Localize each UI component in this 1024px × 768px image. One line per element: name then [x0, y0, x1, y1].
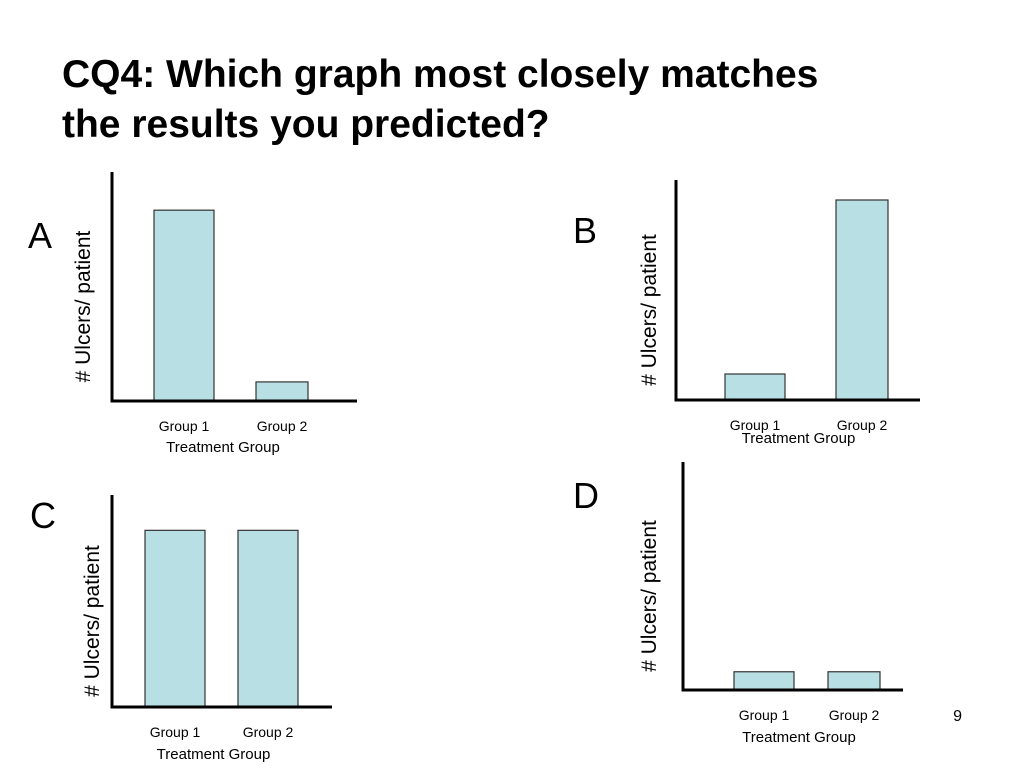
title-line-2: the results you predicted? [62, 103, 550, 146]
y-axis-label-a: # Ulcers/ patient [72, 230, 95, 382]
x-axis-label-d: Treatment Group [742, 729, 856, 746]
slide-title: CQ4: Which graph most closely matches th… [62, 50, 982, 150]
page-number: 9 [953, 708, 962, 725]
tick-label-b-2: Group 2 [837, 417, 888, 433]
title-line-1: CQ4: Which graph most closely matches [62, 53, 819, 96]
x-axis-label-a: Treatment Group [166, 439, 280, 456]
bar-c-2 [237, 529, 299, 708]
tick-label-c-2: Group 2 [243, 724, 294, 740]
bar-d-2 [827, 671, 881, 691]
bar-c-1 [144, 529, 206, 708]
tick-label-c-1: Group 1 [150, 724, 201, 740]
x-axis-label-b: Treatment Group [742, 430, 856, 447]
tick-label-a-1: Group 1 [159, 418, 210, 434]
bar-d-1 [733, 671, 795, 691]
x-axis-label-c: Treatment Group [157, 746, 271, 763]
bar-a-1 [153, 209, 215, 402]
tick-label-b-1: Group 1 [730, 417, 781, 433]
panel-label-b: B [573, 210, 598, 251]
tick-label-a-2: Group 2 [257, 418, 308, 434]
panel-label-d: D [573, 475, 599, 516]
y-axis-label-c: # Ulcers/ patient [81, 545, 104, 697]
bar-b-1 [724, 373, 786, 401]
panel-label-a: A [28, 215, 53, 256]
tick-label-d-2: Group 2 [829, 707, 880, 723]
tick-label-d-1: Group 1 [739, 707, 790, 723]
y-axis-label-d: # Ulcers/ patient [638, 520, 661, 672]
bar-a-2 [255, 381, 309, 402]
y-axis-label-b: # Ulcers/ patient [638, 234, 661, 386]
bar-b-2 [835, 199, 889, 401]
panel-label-c: C [30, 495, 56, 536]
